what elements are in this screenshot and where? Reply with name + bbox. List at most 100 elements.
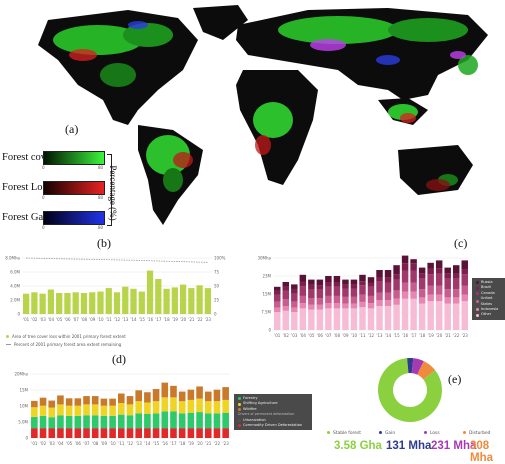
chart-c-x-tick: '04: [300, 333, 307, 338]
chart-b-line-series: [26, 258, 208, 262]
chart-c-y-tick: 23M: [262, 274, 271, 279]
chart-c-x-tick: '15: [393, 333, 400, 338]
chart-c-bar-segment: [334, 287, 340, 296]
chart-d-x-tick: '10: [110, 441, 117, 446]
chart-d-bar-segment: [101, 416, 108, 428]
chart-c-bar-segment: [283, 282, 289, 287]
chart-e-value: 308 Mha: [470, 440, 505, 464]
chart-b-x-tick: '07: [73, 317, 80, 322]
chart-b-y2-tick: 100%: [214, 256, 226, 261]
chart-d-bar-segment: [214, 413, 221, 428]
chart-d-bar-segment: [66, 398, 73, 405]
chart-b-bar: [114, 292, 120, 314]
chart-c-bar-segment: [368, 287, 374, 296]
chart-c-bar-segment: [274, 302, 280, 308]
chart-c-bar-segment: [410, 259, 416, 263]
chart-d-bar-segment: [179, 392, 186, 402]
panel-label-d: (d): [112, 352, 126, 367]
chart-d-x-tick: '15: [153, 441, 160, 446]
chart-d-bar-segment: [170, 386, 177, 398]
chart-c-bar-segment: [308, 290, 314, 298]
chart-c-bar-segment: [376, 277, 382, 281]
chart-d-bar-segment: [40, 398, 47, 406]
chart-d-bar-segment: [48, 428, 55, 438]
legend-forest-cover-min: 0: [42, 165, 45, 170]
chart-c-bar-segment: [462, 260, 468, 269]
chart-b-x-tick: '21: [188, 317, 195, 322]
chart-c-bar-segment: [291, 294, 297, 302]
chart-d-bar-segment: [153, 413, 160, 428]
chart-c-legend-swatch: [476, 281, 479, 284]
chart-c-bar-segment: [444, 278, 450, 289]
chart-c-bar-segment: [317, 305, 323, 310]
chart-d-bar-segment: [135, 413, 142, 428]
chart-d-bar-segment: [127, 404, 134, 415]
chart-d-bar-segment: [92, 396, 99, 404]
chart-c-x-tick: '08: [334, 333, 341, 338]
chart-c-x-tick: '13: [376, 333, 383, 338]
chart-d-bar-segment: [83, 404, 90, 415]
chart-b-legend-line: Percent of 2001 primary forest area exte…: [6, 342, 121, 347]
chart-d-bar-segment: [109, 399, 116, 406]
chart-c-bar-segment: [385, 293, 391, 301]
chart-c-bar-segment: [308, 298, 314, 305]
chart-c-legend-swatch: [476, 287, 479, 290]
chart-d-bar-segment: [170, 397, 177, 411]
chart-e-value: 131 Mha: [386, 440, 431, 452]
chart-b-x-tick: '17: [155, 317, 162, 322]
chart-d-bar-segment: [57, 428, 64, 438]
chart-c-x-tick: '02: [283, 333, 290, 338]
chart-d-x-tick: '04: [57, 441, 64, 446]
chart-c-bar-segment: [427, 301, 433, 330]
chart-d-bar-segment: [101, 406, 108, 416]
chart-d-bar-segment: [179, 413, 186, 428]
chart-c-bar-segment: [351, 304, 357, 309]
chart-c-x-tick: '16: [402, 333, 409, 338]
chart-c-bar-segment: [300, 303, 306, 308]
chart-c-bar-segment: [317, 285, 323, 289]
chart-c-x-tick: '19: [428, 333, 435, 338]
chart-d-bar-segment: [118, 403, 125, 415]
chart-c-bar-segment: [453, 289, 459, 297]
chart-d-bar-segment: [31, 401, 38, 407]
chart-c-bar-segment: [368, 308, 374, 330]
chart-c-bar-segment: [393, 280, 399, 291]
chart-d-x-tick: '14: [144, 441, 151, 446]
chart-e-legend-swatch: [424, 431, 427, 434]
chart-c-bar-segment: [410, 282, 416, 291]
chart-c-bar-segment: [283, 311, 289, 330]
chart-c-bar-segment: [393, 265, 399, 274]
chart-b-bar: [40, 294, 46, 314]
chart-c-bar-segment: [308, 280, 314, 285]
chart-d-bar-segment: [75, 406, 82, 416]
chart-e-legend-label: Loss: [424, 431, 440, 436]
chart-d-bar-segment: [75, 428, 82, 438]
chart-c-bar-segment: [359, 295, 365, 302]
chart-c-bar-segment: [317, 298, 323, 305]
chart-d-x-tick: '21: [205, 441, 212, 446]
chart-c-bar-segment: [317, 310, 323, 330]
chart-c-bar-segment: [436, 274, 442, 286]
chart-d-bar-segment: [205, 428, 212, 438]
chart-c-bar-segment: [410, 292, 416, 299]
chart-d-bar-segment: [188, 390, 195, 400]
chart-b-x-tick: '16: [147, 317, 154, 322]
chart-c-bar-segment: [308, 310, 314, 330]
chart-d-bar-segment: [40, 406, 47, 416]
chart-c-bar-segment: [444, 297, 450, 303]
chart-c-bar-segment: [453, 278, 459, 289]
chart-e-donut: [365, 355, 455, 425]
chart-c-x-tick: '20: [436, 333, 443, 338]
chart-d-x-tick: '08: [92, 441, 99, 446]
chart-b-bar: [81, 293, 87, 314]
chart-e-legend-label: Gain: [379, 431, 395, 436]
chart-c-bar-segment: [274, 294, 280, 301]
chart-d-x-tick: '02: [40, 441, 47, 446]
chart-c-bar-segment: [419, 297, 425, 303]
chart-c-bar-segment: [342, 280, 348, 285]
chart-d-bar-segment: [205, 413, 212, 428]
